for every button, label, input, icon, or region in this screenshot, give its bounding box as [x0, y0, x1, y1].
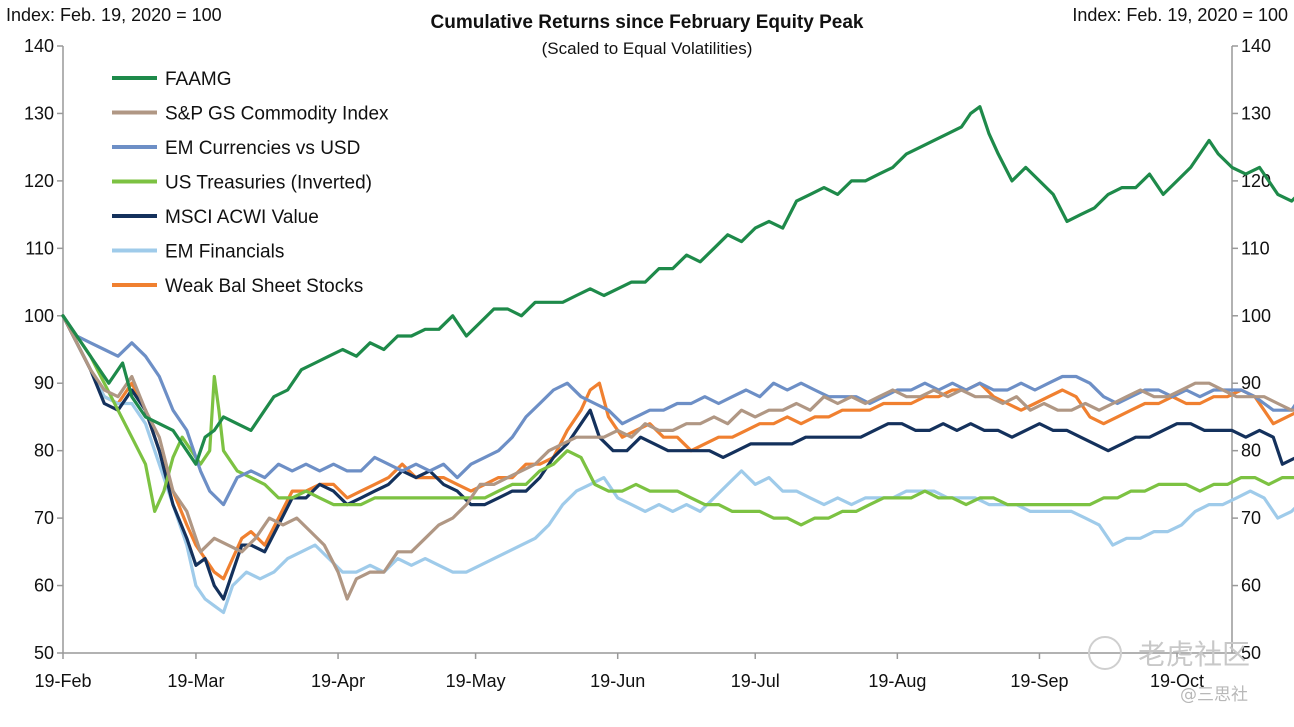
left-axis-label: Index: Feb. 19, 2020 = 100	[6, 5, 222, 25]
series-line-em-currencies-vs-usd	[61, 314, 1294, 507]
legend-label-faamg: FAAMG	[165, 69, 232, 90]
y-tick-left-label: 130	[24, 103, 54, 123]
y-tick-right-label: 100	[1241, 306, 1271, 326]
y-tick-right-label: 140	[1241, 36, 1271, 56]
y-tick-left-label: 100	[24, 306, 54, 326]
watermark-brand: 老虎社区	[1138, 638, 1250, 671]
chart-subtitle: (Scaled to Equal Volatilities)	[542, 39, 753, 58]
series-line-msci-acwi-value	[61, 314, 1294, 601]
watermark: 老虎社区 @三思社	[1088, 636, 1250, 705]
y-tick-left-label: 70	[34, 508, 54, 528]
x-tick-label: 19-Sep	[1010, 671, 1068, 691]
y-tick-left-label: 80	[34, 441, 54, 461]
y-tick-left-label: 140	[24, 36, 54, 56]
y-tick-left-label: 50	[34, 643, 54, 663]
y-tick-left-label: 120	[24, 171, 54, 191]
series-line-weak-bal-sheet-stocks	[61, 314, 1294, 581]
y-tick-right-label: 110	[1241, 238, 1270, 258]
chart-title: Cumulative Returns since February Equity…	[431, 12, 864, 33]
legend: FAAMG S&P GS Commodity Index EM Currencies…	[112, 69, 389, 297]
series-line-s-p-gs-commodity-index	[61, 314, 1294, 601]
x-tick-label: 19-Aug	[868, 671, 926, 691]
y-tick-right-label: 70	[1241, 508, 1261, 528]
header: Index: Feb. 19, 2020 = 100 Index: Feb. 1…	[6, 5, 1288, 58]
legend-label-em-financials: EM Financials	[165, 242, 284, 263]
x-tick-label: 19-Jun	[590, 671, 645, 691]
legend-label-weak-bal-sheet-stocks: Weak Bal Sheet Stocks	[165, 276, 363, 297]
right-axis-label: Index: Feb. 19, 2020 = 100	[1072, 5, 1288, 25]
y-tick-right-label: 60	[1241, 576, 1261, 596]
legend-label-msci-acwi-value: MSCI ACWI Value	[165, 207, 319, 228]
x-tick-label: 19-Apr	[311, 671, 365, 691]
x-tick-label: 19-Feb	[34, 671, 91, 691]
paw-icon	[1088, 636, 1122, 670]
legend-label-us-treasuries-inverted: US Treasuries (Inverted)	[165, 173, 372, 194]
x-tick-label: 19-Mar	[167, 671, 224, 691]
y-tick-right-label: 80	[1241, 441, 1261, 461]
series-line-us-treasuries-inverted	[61, 314, 1294, 527]
y-tick-right-label: 90	[1241, 373, 1261, 393]
y-tick-right-label: 130	[1241, 103, 1271, 123]
legend-label-em-currencies-vs-usd: EM Currencies vs USD	[165, 138, 360, 159]
watermark-handle: @三思社	[1180, 685, 1248, 705]
series-line-em-financials	[61, 314, 1294, 615]
series-line-faamg	[61, 105, 1294, 466]
x-tick-label: 19-Oct	[1150, 671, 1204, 691]
x-tick-label: 19-May	[446, 671, 506, 691]
legend-label-s-p-gs-commodity-index: S&P GS Commodity Index	[165, 104, 389, 125]
y-tick-left-label: 110	[25, 238, 54, 258]
y-tick-left-label: 60	[34, 576, 54, 596]
x-tick-label: 19-Jul	[731, 671, 780, 691]
series-layer	[61, 105, 1294, 615]
y-tick-right-label: 50	[1241, 643, 1261, 663]
y-tick-left-label: 90	[34, 373, 54, 393]
